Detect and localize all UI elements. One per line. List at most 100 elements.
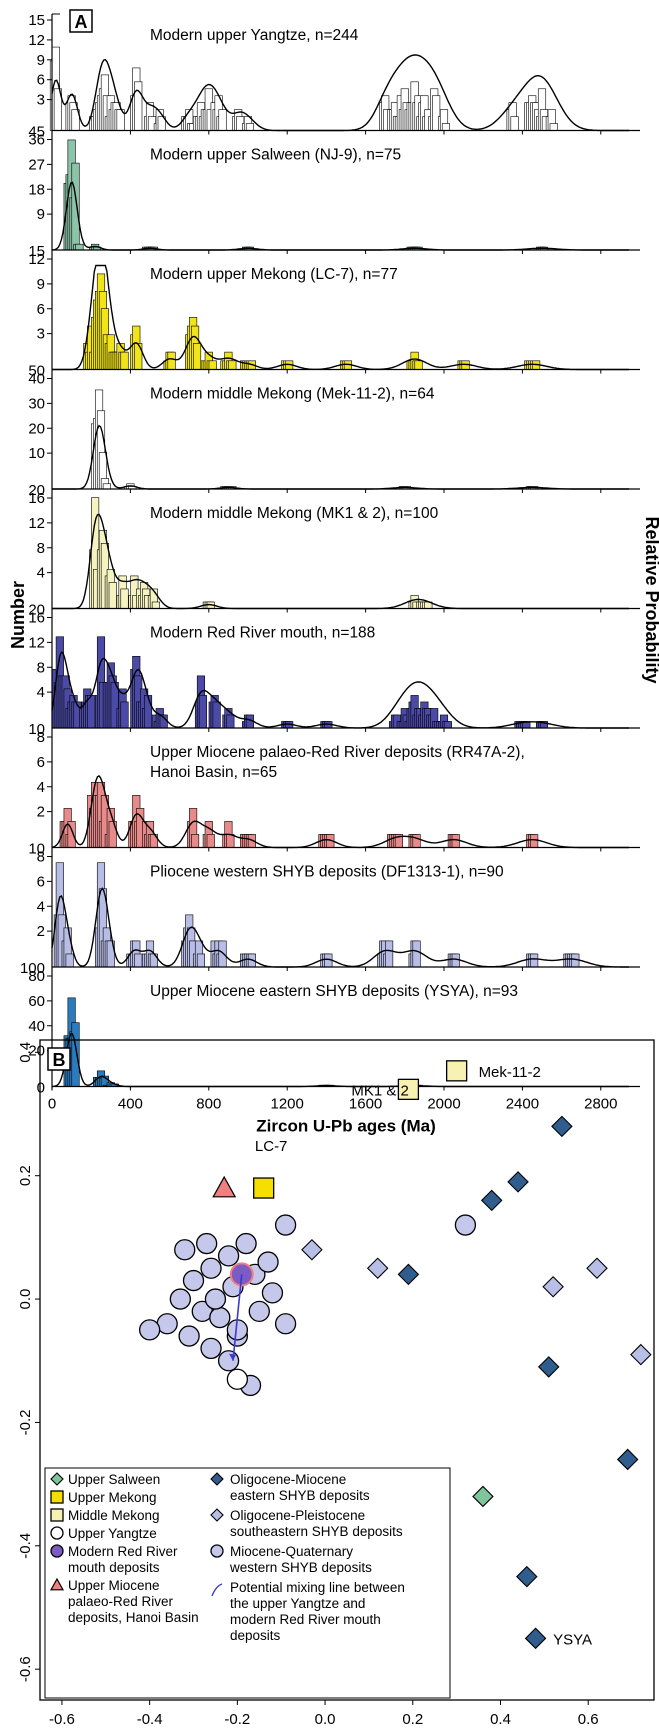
histogram-bar <box>510 116 519 131</box>
point-palaeo-red-river <box>212 1175 237 1198</box>
probability-curve <box>51 1033 629 1088</box>
y-tick-label: 2 <box>37 804 45 821</box>
histogram-bar <box>530 834 539 848</box>
point-oligocene-pleistocene-se <box>630 1343 652 1366</box>
legend-label: Upper Yangtze <box>68 1526 157 1541</box>
histogram-bar <box>226 834 235 848</box>
histogram-bar <box>71 162 80 251</box>
point-oligocene-miocene-east <box>537 1356 560 1378</box>
probability-curve <box>52 264 629 371</box>
point-miocene-quaternary-west <box>235 1232 257 1255</box>
point-label: MK1 & 2 <box>351 1083 409 1100</box>
legend-label: modern Red River mouth <box>230 1612 381 1627</box>
point-miocene-quaternary-west <box>209 1306 231 1329</box>
legend-label: Modern Red River <box>68 1544 178 1559</box>
histogram-panel: 8 6 4 2 100 Pliocene western SHYB deposits (D… <box>20 849 640 977</box>
histogram-bar <box>549 123 558 131</box>
y-tick-label: -0.2 <box>17 1410 34 1436</box>
histogram-panel: 8 6 4 2 10 Upper Miocene palaeo-Red River dep… <box>28 729 640 858</box>
x-tick-label: 1600 <box>349 1096 382 1113</box>
y-tick-label: 6 <box>37 301 45 318</box>
histogram-bar <box>245 123 255 131</box>
probability-curve <box>51 651 629 729</box>
panel-title: Modern upper Yangtze, n=244 <box>150 27 359 44</box>
probability-curve <box>52 424 629 490</box>
legend-label: western SHYB deposits <box>229 1560 372 1575</box>
x-tick-label: -0.6 <box>49 1711 75 1728</box>
point-label: LC-7 <box>255 1138 288 1155</box>
panel-title: Modern upper Mekong (LC-7), n=77 <box>150 266 398 283</box>
y-tick-label: 4 <box>37 779 45 796</box>
histogram-bar <box>87 695 96 729</box>
panel-title: Pliocene western SHYB deposits (DF1313-1… <box>150 864 504 881</box>
y-tick-label: 8 <box>37 659 45 676</box>
point-miocene-quaternary-west <box>169 1288 191 1310</box>
histogram-bar <box>196 953 206 968</box>
histogram-bar <box>134 81 143 131</box>
y-tick-label: 10 <box>28 445 45 462</box>
point-upper-yangtze <box>226 1368 249 1390</box>
x-tick-label: 2800 <box>584 1096 617 1113</box>
legend-marker <box>50 1472 64 1486</box>
x-tick-label: 0.4 <box>490 1711 511 1728</box>
histogram-bar <box>385 940 394 968</box>
legend-marker <box>50 1544 64 1558</box>
point-miocene-quaternary-west <box>182 1269 205 1292</box>
histogram-bar <box>412 940 421 968</box>
x-tick-label: 800 <box>196 1096 221 1113</box>
histogram-bar <box>102 483 111 490</box>
histogram-panel: 80 60 40 20 0 Upper Miocene eastern SHYB depo… <box>28 968 640 1097</box>
point-middle-mekong <box>445 1060 468 1082</box>
point-oligocene-pleistocene-se <box>301 1238 323 1261</box>
y-tick-label: 60 <box>28 993 45 1010</box>
legend-label: the upper Yangtze and <box>230 1596 365 1611</box>
x-tick-label: 1200 <box>271 1096 304 1113</box>
y-tick-label: 50 <box>28 363 45 380</box>
y-tick-label: 6 <box>37 873 45 890</box>
y-tick-label: 12 <box>28 251 45 268</box>
y-tick-label: 10 <box>28 721 45 738</box>
point-oligocene-pleistocene-se <box>542 1275 564 1298</box>
x-tick-label: 0.2 <box>402 1711 423 1728</box>
histogram-bar <box>451 834 460 848</box>
panel-title: Upper Miocene palaeo-Red River deposits … <box>150 744 525 761</box>
x-tick-label: 400 <box>118 1096 143 1113</box>
histogram-panel: 16 12 8 4 10 Modern Red River mouth, n=188 <box>28 610 640 738</box>
histogram-bar <box>143 695 153 729</box>
point-miocene-quaternary-west <box>178 1325 200 1347</box>
histogram-bar <box>228 360 237 370</box>
y-tick-label: 12 <box>28 634 45 651</box>
panel-title: Upper Miocene eastern SHYB deposits (YSY… <box>150 983 518 1000</box>
legend-label: Oligocene-Pleistocene <box>230 1508 365 1523</box>
y-tick-label: 15 <box>28 243 45 260</box>
legend-label: Upper Miocene <box>68 1578 160 1593</box>
y-tick-label: 0.4 <box>17 1042 34 1063</box>
legend: Upper Salween Upper Mekong Middle Mekong Up… <box>44 1467 451 1699</box>
histogram-bar <box>212 701 221 729</box>
probability-curve <box>51 181 629 251</box>
legend-label: eastern SHYB deposits <box>230 1488 370 1503</box>
point-miocene-quaternary-west <box>217 1350 240 1372</box>
scatter-frame <box>39 1039 655 1701</box>
y-tick-label: 8 <box>37 849 45 866</box>
panel-label-box <box>69 9 93 33</box>
y-tick-label: 9 <box>37 52 45 69</box>
y-tick-label: 40 <box>28 371 45 388</box>
y-tick-label: -0.6 <box>17 1656 34 1682</box>
y-tick-label: 4 <box>37 898 45 915</box>
histogram-bar <box>75 243 84 251</box>
x-tick-label: 0.6 <box>578 1711 599 1728</box>
x-tick-label: 2400 <box>506 1096 539 1113</box>
y-tick-label: 3 <box>37 92 45 109</box>
y-tick-label: 36 <box>28 132 45 149</box>
x-tick-label: -0.4 <box>137 1711 163 1728</box>
point-oligocene-miocene-east <box>480 1189 503 1212</box>
histogram-bar <box>218 940 227 968</box>
histogram-bar <box>151 601 160 609</box>
histogram-bar <box>120 588 129 609</box>
point-oligocene-miocene-east <box>551 1115 573 1138</box>
histogram-bar <box>412 834 421 848</box>
mixing-line-arrowhead <box>228 1353 236 1361</box>
panel-label: A <box>75 12 88 32</box>
